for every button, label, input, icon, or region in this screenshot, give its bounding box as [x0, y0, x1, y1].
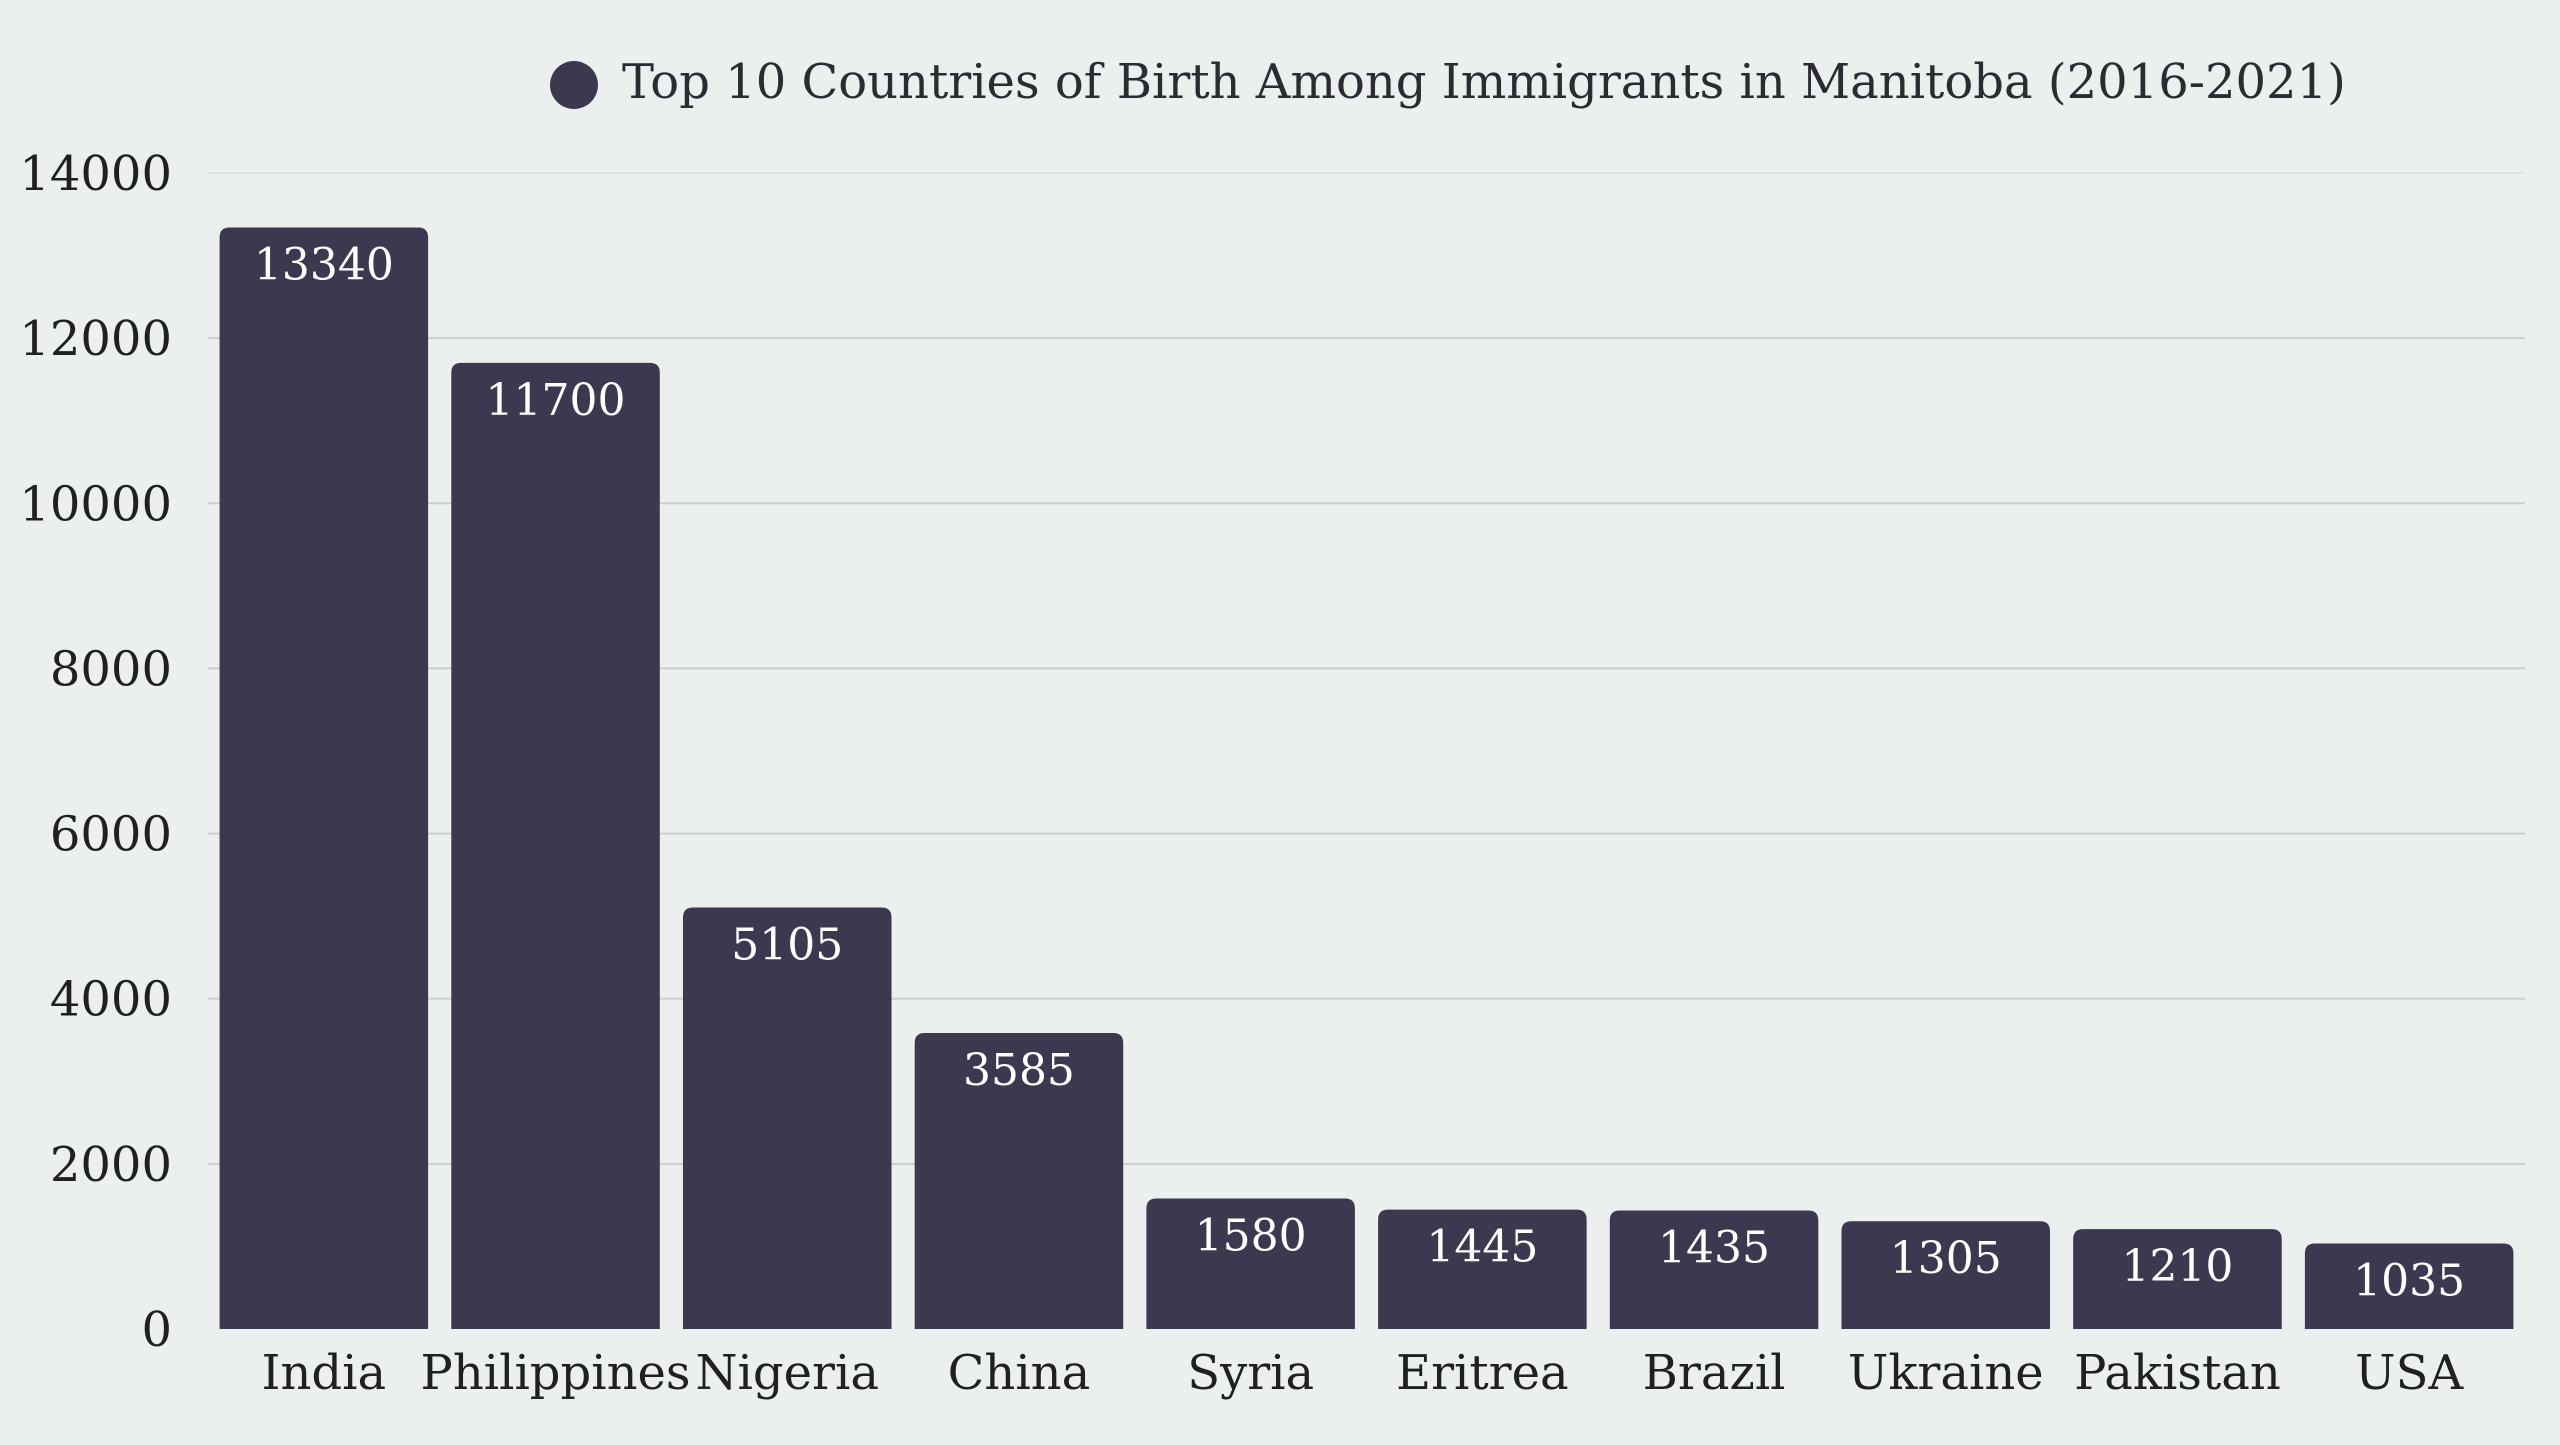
legend: Top 10 Countries of Birth Among Immigran…	[550, 54, 2346, 110]
x-tick-label-syria: Syria	[1187, 1345, 1314, 1401]
x-tick-label-ukraine: Ukraine	[1848, 1345, 2044, 1401]
data-label-eritrea: 1445	[1426, 1222, 1538, 1273]
legend-label: Top 10 Countries of Birth Among Immigran…	[622, 54, 2346, 110]
bar-eritrea	[1378, 1209, 1587, 1329]
x-tick-label-nigeria: Nigeria	[696, 1345, 879, 1401]
y-tick-label: 4000	[50, 972, 172, 1028]
data-label-nigeria: 5105	[731, 919, 843, 970]
x-tick-label-china: China	[948, 1345, 1091, 1401]
y-tick-label: 6000	[50, 807, 172, 863]
data-label-india: 13340	[254, 239, 394, 290]
x-tick-label-eritrea: Eritrea	[1396, 1345, 1569, 1401]
data-label-brazil: 1435	[1658, 1223, 1770, 1274]
bar-india	[219, 227, 429, 1329]
y-tick-label: 10000	[19, 476, 172, 532]
data-label-philippines: 11700	[486, 375, 626, 426]
data-label-usa: 1035	[2353, 1256, 2465, 1307]
x-tick-label-pakistan: Pakistan	[2074, 1345, 2281, 1401]
data-label-pakistan: 1210	[2121, 1241, 2233, 1292]
bars	[219, 227, 2514, 1329]
bar-philippines	[451, 362, 660, 1329]
x-tick-label-usa: USA	[2355, 1345, 2464, 1401]
data-label-ukraine: 1305	[1890, 1233, 2002, 1284]
bar-syria	[1146, 1198, 1355, 1329]
data-label-china: 3585	[963, 1045, 1075, 1096]
bar-brazil	[1609, 1210, 1819, 1329]
bar-ukraine	[1841, 1221, 2051, 1329]
bar-china	[914, 1032, 1124, 1329]
data-label-syria: 1580	[1195, 1211, 1307, 1262]
y-tick-label: 2000	[50, 1137, 172, 1193]
x-tick-label-india: India	[262, 1345, 387, 1401]
x-tick-label-brazil: Brazil	[1643, 1345, 1786, 1401]
x-axis: India Philippines Nigeria China Syria Eritrea…	[262, 1345, 2465, 1401]
bar-nigeria	[682, 907, 892, 1329]
y-axis: 0 2000 4000 6000 8000 10000 12000 14000	[19, 146, 172, 1358]
data-labels: 13340 11700 5105 3585 1580 1445 1435 1305 1210 10…	[254, 239, 2465, 1306]
y-tick-label: 12000	[19, 311, 172, 367]
x-tick-label-philippines: Philippines	[421, 1345, 691, 1401]
bar-pakistan	[2073, 1229, 2282, 1329]
legend-swatch	[550, 61, 598, 109]
y-tick-label: 8000	[50, 641, 172, 697]
y-tick-label: 14000	[19, 146, 172, 202]
bar-usa	[2304, 1243, 2514, 1329]
y-tick-label: 0	[141, 1302, 172, 1358]
